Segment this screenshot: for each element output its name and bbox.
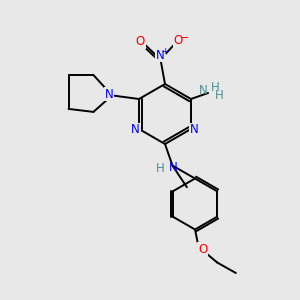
Text: H: H — [211, 81, 220, 94]
Text: N: N — [131, 123, 140, 136]
Text: N: N — [105, 88, 113, 101]
Text: N: N — [190, 123, 199, 136]
Text: −: − — [180, 33, 189, 43]
Text: O: O — [174, 34, 183, 47]
Text: N: N — [156, 49, 165, 62]
Text: +: + — [161, 47, 168, 56]
Text: N: N — [199, 83, 207, 97]
Text: O: O — [198, 243, 207, 256]
Text: N: N — [169, 160, 178, 174]
Text: H: H — [215, 88, 224, 102]
Text: H: H — [155, 161, 164, 175]
Text: O: O — [136, 35, 145, 48]
